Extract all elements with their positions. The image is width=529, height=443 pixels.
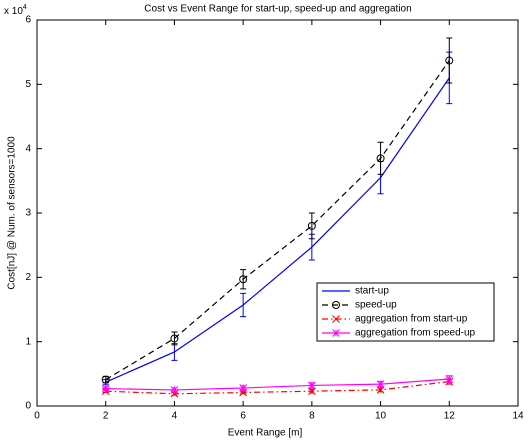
series-line: [105, 77, 450, 383]
x-tick-label: 4: [172, 411, 178, 422]
marker: [101, 384, 110, 393]
error-bar: [377, 141, 384, 175]
marker: [239, 275, 248, 284]
error-bar: [171, 331, 178, 346]
y-tick-label: 5: [25, 79, 31, 90]
legend-label: start-up: [355, 286, 389, 297]
chart-title: Cost vs Event Range for start-up, speed-…: [144, 4, 411, 15]
marker: [170, 386, 179, 394]
marker: [445, 56, 454, 65]
x-tick-label: 0: [34, 411, 40, 422]
error-bar: [240, 292, 247, 318]
marker: [170, 334, 179, 343]
x-tick-label: 6: [240, 411, 246, 422]
x-axis-label: Event Range [m]: [228, 428, 303, 439]
marker: [332, 315, 340, 323]
legend: start-up speed-up aggregation from start-u…: [316, 282, 495, 342]
marker: [445, 375, 454, 383]
marker: [307, 221, 316, 230]
legend-label: speed-up: [355, 300, 397, 311]
error-bar: [240, 269, 247, 290]
marker: [101, 375, 110, 384]
y-tick-label: 1: [25, 336, 31, 347]
x-tick-label: 10: [375, 411, 387, 422]
marker: [332, 329, 340, 337]
x-tick-label: 12: [444, 411, 456, 422]
x-tick-label: 14: [512, 411, 524, 422]
y-tick-label: 3: [25, 208, 31, 219]
marker: [376, 154, 385, 163]
marker: [308, 381, 316, 390]
legend-label: aggregation from speed-up: [355, 328, 476, 339]
y-axis-label: Cost[nJ] @ Num. of sensors=1000: [7, 136, 18, 290]
marker: [308, 387, 316, 396]
legend-box: [316, 282, 495, 342]
y-multiplier: x 104: [4, 4, 27, 17]
y-tick-label: 2: [25, 272, 31, 283]
series-line: [105, 380, 450, 395]
error-bar: [446, 37, 453, 84]
y-tick-label: 4: [25, 143, 31, 154]
legend-label: aggregation from start-up: [355, 314, 468, 325]
y-tick-label: 6: [25, 15, 31, 26]
series-line: [105, 378, 450, 391]
y-multiplier-exponent: 4: [23, 4, 27, 11]
series-line: [105, 60, 450, 381]
marker: [332, 301, 340, 309]
marker: [376, 386, 385, 394]
marker: [239, 384, 247, 392]
x-tick-label: 8: [309, 411, 315, 422]
x-tick-label: 2: [103, 411, 109, 422]
error-bar: [308, 212, 315, 240]
marker: [376, 380, 385, 388]
y-tick-label: 0: [25, 401, 31, 412]
y-multiplier-base: x 10: [4, 6, 23, 17]
